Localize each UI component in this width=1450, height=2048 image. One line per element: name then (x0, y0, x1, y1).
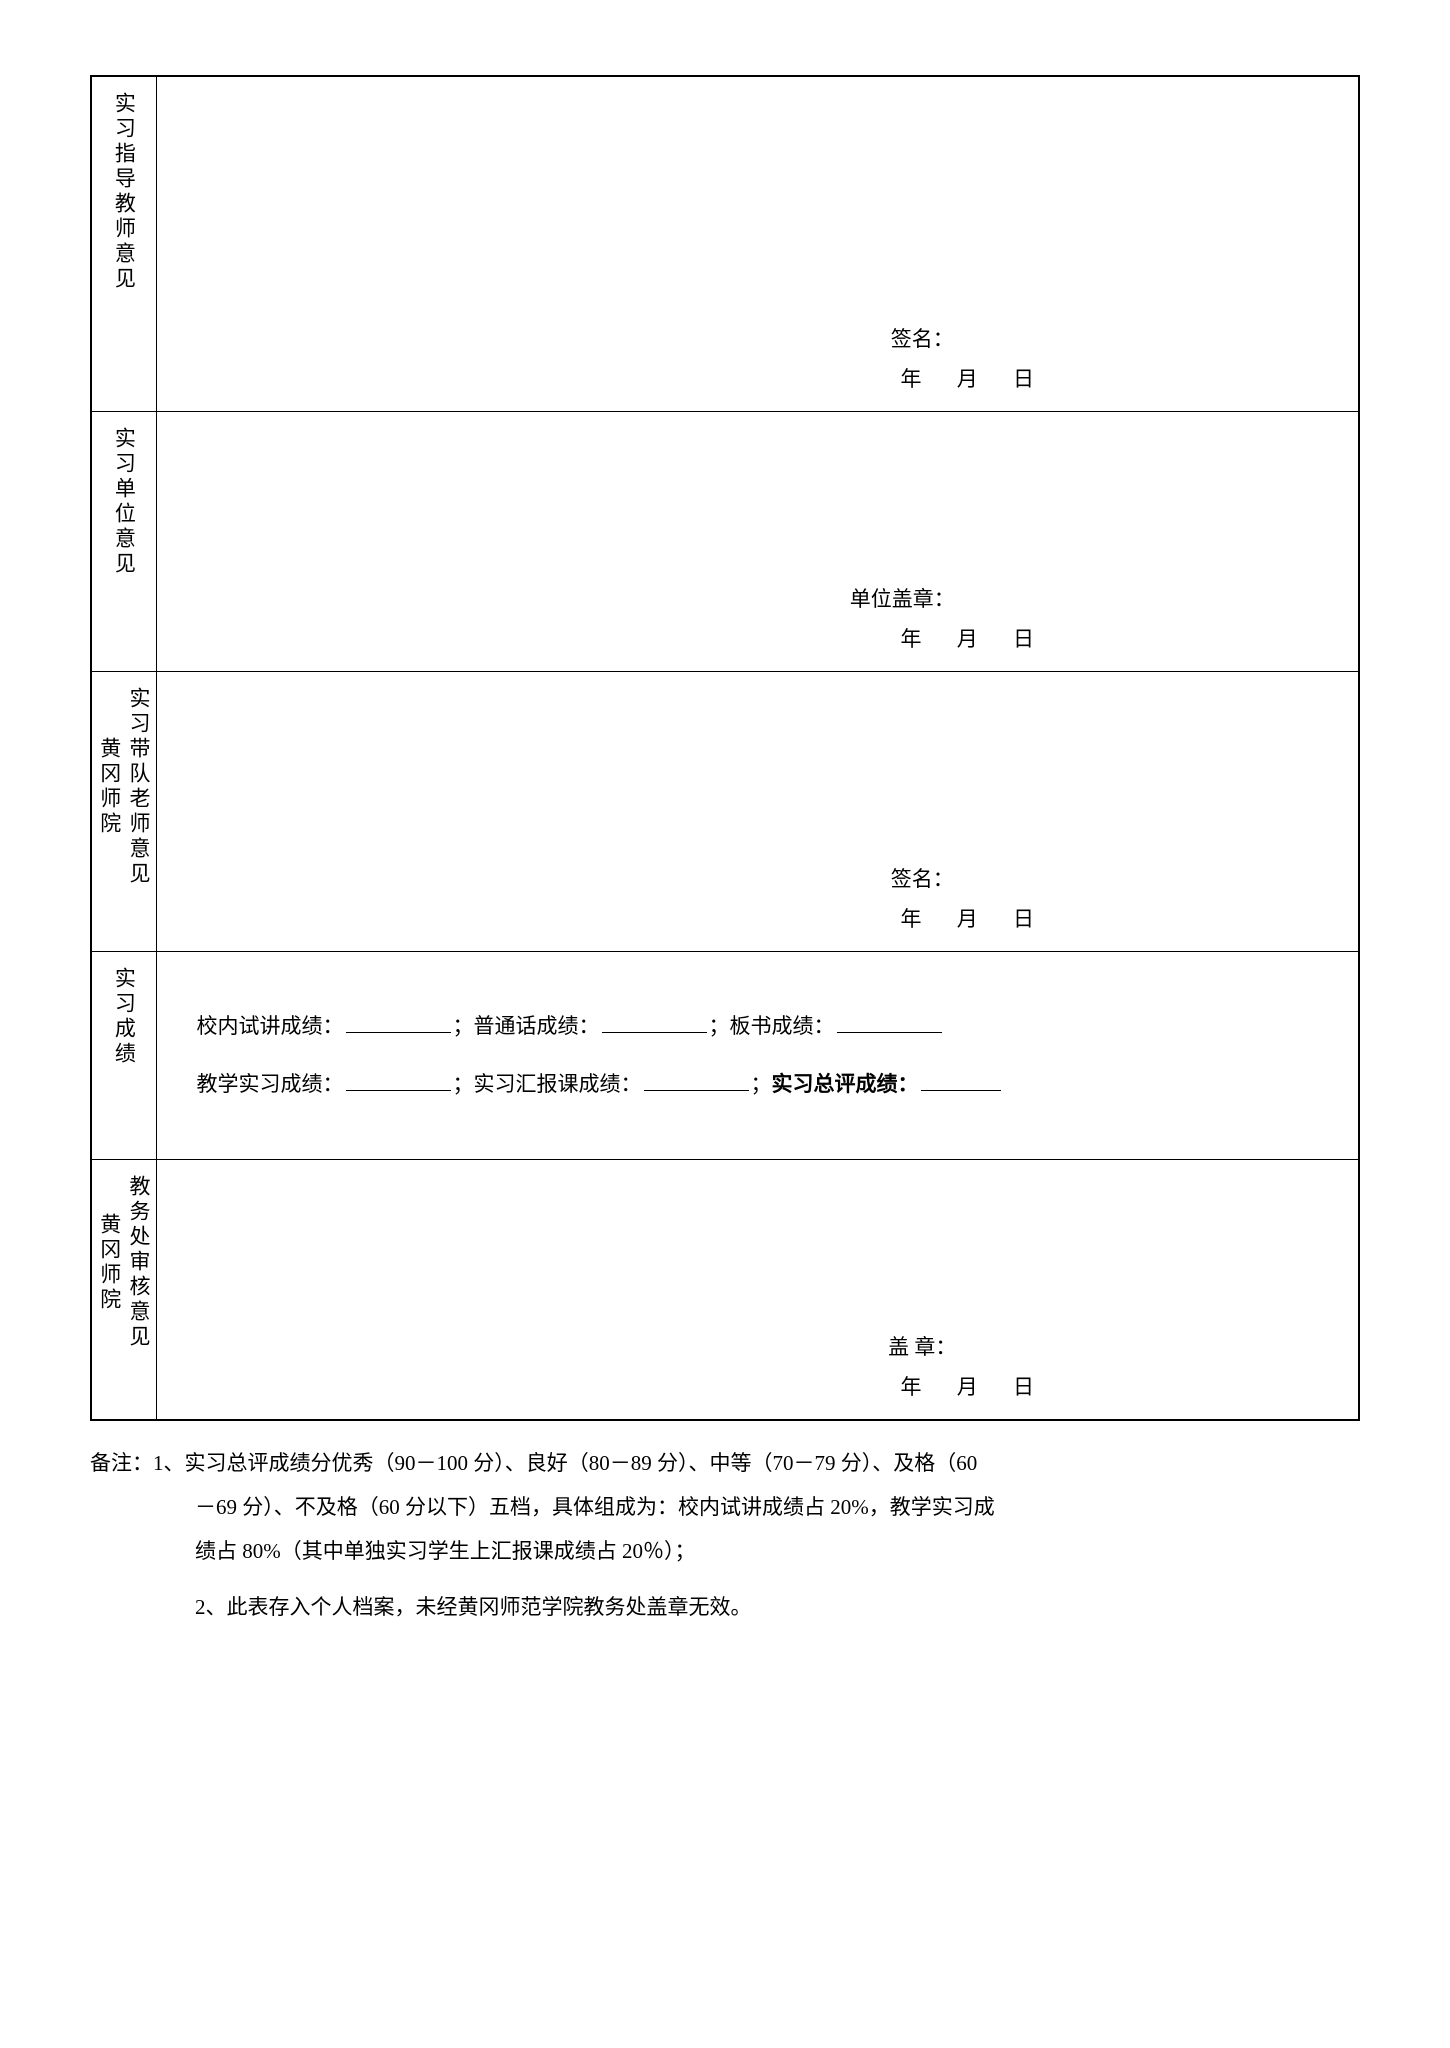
row1-date-m: 月 (957, 367, 978, 391)
row5-label-cell: 黄冈师院 教务处审核意见 (91, 1160, 156, 1420)
row1-content: 签名： 年 月 日 (156, 76, 1359, 411)
row3-sig-label: 签名： (891, 867, 954, 891)
row3-date-y: 年 (901, 907, 922, 931)
row5-content: 盖 章： 年 月 日 (156, 1160, 1359, 1420)
notes-prefix: 备注： (90, 1451, 153, 1475)
row2-label-cell: 实习单位意见 (91, 411, 156, 671)
row3-label-left: 黄冈师院 (95, 737, 122, 837)
row5-date-m: 月 (957, 1375, 978, 1399)
row2-sig-label: 单位盖章： (850, 587, 955, 611)
blank-field[interactable] (921, 1070, 1001, 1091)
row4-content: 校内试讲成绩： ；普通话成绩： ；板书成绩： 教学实习成绩： ；实习汇报课成绩： ；实习… (156, 951, 1359, 1160)
row3-signature-block: 签名： 年 月 日 (157, 863, 1359, 933)
row1-date-y: 年 (901, 367, 922, 391)
grades-line-2: 教学实习成绩： ；实习汇报课成绩： ；实习总评成绩： (197, 1055, 1319, 1114)
blank-field[interactable] (837, 1012, 942, 1033)
row2-date-d: 日 (1013, 627, 1034, 651)
evaluation-form-table: 实习指导教师意见 签名： 年 月 日 实习单位意见 单位盖章： 年 月 (90, 75, 1360, 1421)
row2-label: 实习单位意见 (110, 427, 137, 577)
row3-label-cell: 黄冈师院 实习带队老师意见 (91, 671, 156, 951)
row5-signature-block: 盖 章： 年 月 日 (157, 1331, 1359, 1401)
grade-label-1c: ；板书成绩： (709, 1014, 835, 1038)
row5-label-left: 黄冈师院 (95, 1213, 122, 1313)
row3-date-d: 日 (1013, 907, 1034, 931)
grade-label-1b: ；普通话成绩： (453, 1014, 600, 1038)
row3-label-right: 实习带队老师意见 (125, 687, 152, 887)
row5-date-y: 年 (901, 1375, 922, 1399)
notes-section: 备注：1、实习总评成绩分优秀（90－100 分）、良好（80－89 分）、中等（… (90, 1441, 1360, 1629)
grade-label-2b: ；实习汇报课成绩： (453, 1072, 642, 1096)
row1-sig-label: 签名： (891, 327, 954, 351)
notes-item2: 2、此表存入个人档案，未经黄冈师范学院教务处盖章无效。 (90, 1585, 1360, 1629)
row1-label: 实习指导教师意见 (110, 92, 137, 292)
blank-field[interactable] (644, 1070, 749, 1091)
row3-content: 签名： 年 月 日 (156, 671, 1359, 951)
row1-date-d: 日 (1013, 367, 1034, 391)
notes-item1-b: －69 分）、不及格（60 分以下）五档，具体组成为：校内试讲成绩占 20%，教… (90, 1485, 1360, 1529)
row2-date-m: 月 (957, 627, 978, 651)
grade-label-total: 实习总评成绩： (772, 1072, 919, 1096)
grade-label-2a: 教学实习成绩： (197, 1072, 344, 1096)
notes-item1-c: 绩占 80%（其中单独实习学生上汇报课成绩占 20％）； (90, 1529, 1360, 1573)
row5-date-d: 日 (1013, 1375, 1034, 1399)
row4-label-cell: 实习成绩 (91, 951, 156, 1160)
row1-signature-block: 签名： 年 月 日 (157, 323, 1359, 393)
grades-line-1: 校内试讲成绩： ；普通话成绩： ；板书成绩： (197, 997, 1319, 1056)
grade-label-1a: 校内试讲成绩： (197, 1014, 344, 1038)
row2-signature-block: 单位盖章： 年 月 日 (157, 583, 1359, 653)
row2-content: 单位盖章： 年 月 日 (156, 411, 1359, 671)
blank-field[interactable] (602, 1012, 707, 1033)
row5-label-right: 教务处审核意见 (125, 1175, 152, 1350)
grade-label-2c: ； (751, 1072, 772, 1096)
blank-field[interactable] (346, 1070, 451, 1091)
row2-date-y: 年 (901, 627, 922, 651)
blank-field[interactable] (346, 1012, 451, 1033)
row4-label: 实习成绩 (110, 967, 137, 1067)
row3-date-m: 月 (957, 907, 978, 931)
notes-item1-a: 1、实习总评成绩分优秀（90－100 分）、良好（80－89 分）、中等（70－… (153, 1451, 977, 1475)
row5-sig-label: 盖 章： (888, 1335, 956, 1359)
row1-label-cell: 实习指导教师意见 (91, 76, 156, 411)
